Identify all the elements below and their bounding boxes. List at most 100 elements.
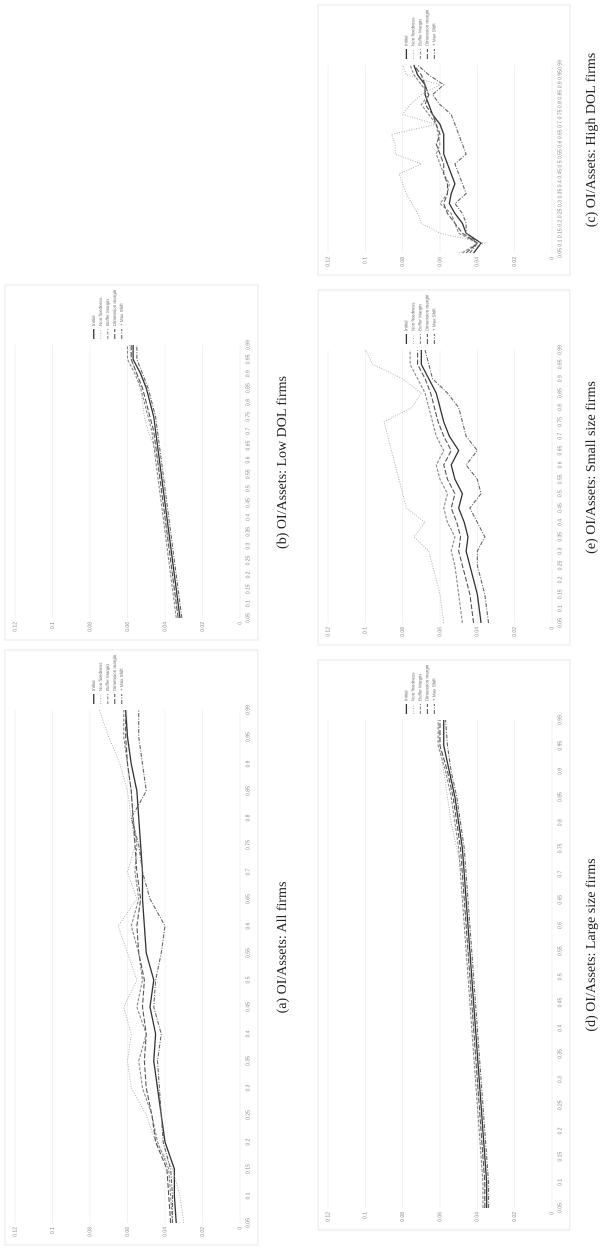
series-line [132,345,181,619]
x-tick-label: 0.05 [557,1203,563,1213]
legend-label: Initial [404,690,409,701]
y-tick-label: 0.04 [475,1212,481,1222]
x-tick-label: 0.2 [245,1138,251,1145]
y-tick-label: 0.06 [437,257,443,267]
legend-label: Non fixedness [98,662,103,691]
x-tick-label: 0.35 [557,189,563,199]
x-tick-label: 0.9 [557,768,563,775]
x-tick-label: 0.05 [245,1218,251,1228]
series-line [123,710,174,1224]
x-tick-label: 0.65 [557,129,563,139]
x-tick-label: 0.3 [245,542,251,549]
x-tick-label: 0.45 [557,503,563,513]
y-tick-label: 0.08 [400,1212,406,1222]
chart-panel: 00.020.040.060.080.10.120.050.10.150.20.… [4,649,259,1246]
x-tick-label: 0.75 [557,843,563,853]
panel-frame [4,649,259,1246]
caption: (e) OI/Assets: Small size firms [584,381,599,554]
chart-panel: 00.020.040.060.080.10.120.050.10.150.20.… [317,289,571,646]
legend-label: Initial [91,680,96,691]
x-tick-label: 0.8 [557,404,563,411]
series-line [437,719,486,1208]
y-tick-label: 0.1 [50,1227,56,1234]
x-tick-label: 0.99 [557,60,563,70]
caption: (c) OI/Assets: High DOL firms [584,53,599,227]
x-tick-label: 0.3 [245,1084,251,1091]
x-tick-label: 0.8 [245,814,251,821]
x-tick-label: 0.7 [557,121,563,128]
x-tick-label: 0.05 [557,618,563,628]
y-tick-label: 0.08 [87,1227,93,1237]
panel-frame [317,659,571,1231]
y-tick-label: 0.02 [512,627,518,637]
x-tick-label: 0.7 [557,433,563,440]
series-line [420,350,482,624]
legend-label: Buffer Margin [418,19,423,46]
x-tick-label: 0.65 [245,894,251,904]
x-tick-label: 0.15 [557,1152,563,1162]
legend-label: Dimension margin [425,664,430,701]
caption: (b) OI/Assets: Low DOL firms [275,376,290,549]
legend-label: Buffer Margin [418,674,423,701]
x-tick-label: 0.4 [245,514,251,521]
series-line [424,349,490,624]
x-tick-label: 0.5 [557,490,563,497]
x-tick-label: 0.45 [245,498,251,508]
series-line [443,720,488,1208]
x-tick-label: 0.99 [557,345,563,355]
legend-label: Initial [404,320,409,331]
chart-panel: 00.020.040.060.080.10.120.050.10.150.20.… [317,4,571,276]
y-tick-label: 0.02 [512,1212,518,1222]
x-tick-label: 0.65 [557,895,563,905]
y-tick-label: 0.12 [325,627,331,637]
legend-label: + Max Shift [432,23,437,46]
legend-label: + Max Shift [432,308,437,331]
series-line [364,349,445,624]
x-tick-label: 0.9 [557,375,563,382]
x-tick-label: 0.35 [245,527,251,537]
x-tick-label: 0.85 [557,792,563,802]
y-tick-label: 0.06 [125,622,131,632]
y-tick-label: 0.04 [162,1227,168,1237]
y-tick-label: 0.08 [87,622,93,632]
caption: (a) OI/Assets: All firms [275,882,290,1014]
series-line [125,710,172,1224]
legend-label: Buffer Margin [418,304,423,331]
y-tick-label: 0.04 [162,622,168,632]
x-tick-label: 0.65 [557,445,563,455]
legend-label: Dimension margin [425,9,430,46]
y-tick-label: 0 [237,622,243,625]
series-line [98,709,185,1224]
x-tick-label: 0.95 [557,70,563,80]
x-tick-label: 0.2 [245,571,251,578]
series-line [439,720,486,1208]
y-tick-label: 0.12 [12,1227,18,1237]
series-line [124,709,177,1224]
x-tick-label: 0.85 [245,383,251,393]
y-tick-label: 0.04 [475,627,481,637]
y-tick-label: 0.1 [50,622,56,629]
x-tick-label: 0.8 [557,101,563,108]
x-tick-label: 0.85 [245,786,251,796]
x-tick-label: 0.99 [557,715,563,725]
x-tick-label: 0.6 [557,922,563,929]
panel-frame [4,284,259,641]
y-tick-label: 0.1 [363,257,369,264]
y-tick-label: 0.12 [325,1212,331,1222]
x-tick-label: 0.9 [245,370,251,377]
x-tick-label: 0.99 [245,705,251,715]
legend-label: + Max Shift [119,303,124,326]
x-tick-label: 0.8 [557,819,563,826]
x-tick-label: 0.45 [557,997,563,1007]
x-tick-label: 0.05 [245,613,251,623]
y-tick-label: 0.02 [200,622,206,632]
x-tick-label: 0.3 [557,200,563,207]
x-tick-label: 0.6 [557,461,563,468]
x-tick-label: 0.85 [557,90,563,100]
y-tick-label: 0.06 [437,1212,443,1222]
legend-label: + Max Shift [432,678,437,701]
x-tick-label: 0.4 [245,1030,251,1037]
x-tick-label: 0.7 [245,868,251,875]
legend-label: Non fixedness [411,17,416,46]
